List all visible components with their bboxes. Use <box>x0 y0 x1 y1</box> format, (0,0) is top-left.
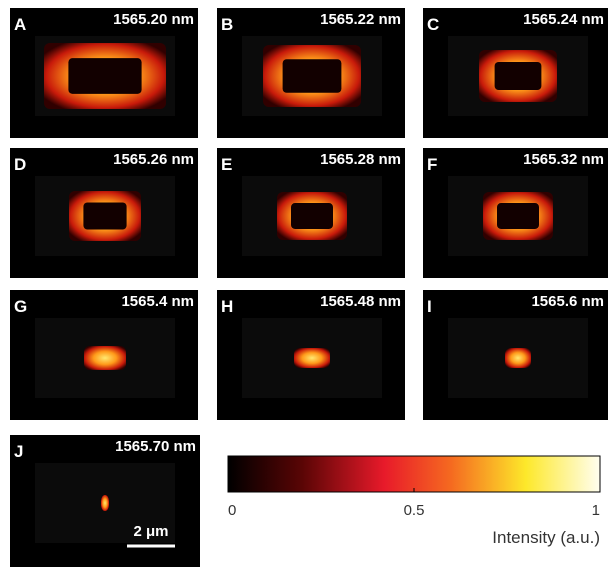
image-panel: F 1565.32 nm <box>423 148 608 278</box>
panel-letter: E <box>221 155 232 174</box>
pattern-hole <box>494 61 542 91</box>
wavelength-label: 1565.20 nm <box>113 11 194 28</box>
image-panel: I 1565.6 nm <box>423 290 608 420</box>
panel-letter: J <box>14 442 23 461</box>
image-panel: H 1565.48 nm <box>217 290 405 420</box>
pattern-hole <box>282 59 342 93</box>
wavelength-label: 1565.48 nm <box>320 293 401 310</box>
intensity-pattern <box>505 348 531 368</box>
panel-letter: C <box>427 15 439 34</box>
panel-letter: A <box>14 15 26 34</box>
panel-letter: I <box>427 297 432 316</box>
image-panel: A 1565.20 nm <box>10 8 198 138</box>
image-panel: C 1565.24 nm <box>423 8 608 138</box>
image-panel: E 1565.28 nm <box>217 148 405 278</box>
wavelength-label: 1565.28 nm <box>320 151 401 168</box>
panel-letter: B <box>221 15 233 34</box>
panel-letter: G <box>14 297 27 316</box>
wavelength-label: 1565.6 nm <box>531 293 604 310</box>
image-panel: D 1565.26 nm <box>10 148 198 278</box>
panel-letter: D <box>14 155 26 174</box>
panel-letter: F <box>427 155 437 174</box>
colorbar-tick-label: 0 <box>228 502 236 519</box>
wavelength-label: 1565.26 nm <box>113 151 194 168</box>
intensity-pattern <box>84 346 126 370</box>
wavelength-label: 1565.24 nm <box>523 11 604 28</box>
wavelength-label: 1565.22 nm <box>320 11 401 28</box>
pattern-hole <box>291 203 333 229</box>
intensity-pattern <box>101 495 109 511</box>
scale-bar-label: 2 μm <box>133 523 168 540</box>
image-panel: B 1565.22 nm <box>217 8 405 138</box>
wavelength-label: 1565.4 nm <box>121 293 194 310</box>
colorbar-tick-label: 1 <box>592 502 600 519</box>
pattern-hole <box>83 202 127 230</box>
image-panel: G 1565.4 nm <box>10 290 198 420</box>
colorbar <box>227 455 601 493</box>
intensity-pattern <box>294 348 330 368</box>
wavelength-label: 1565.32 nm <box>523 151 604 168</box>
pattern-hole <box>68 58 142 94</box>
wavelength-label: 1565.70 nm <box>115 438 196 455</box>
panel-letter: H <box>221 297 233 316</box>
colorbar-label: Intensity (a.u.) <box>492 528 600 547</box>
colorbar-tick-label: 0.5 <box>404 502 425 519</box>
pattern-hole <box>497 203 539 229</box>
